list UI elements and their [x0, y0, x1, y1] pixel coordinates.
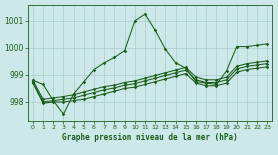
X-axis label: Graphe pression niveau de la mer (hPa): Graphe pression niveau de la mer (hPa)	[62, 133, 238, 142]
